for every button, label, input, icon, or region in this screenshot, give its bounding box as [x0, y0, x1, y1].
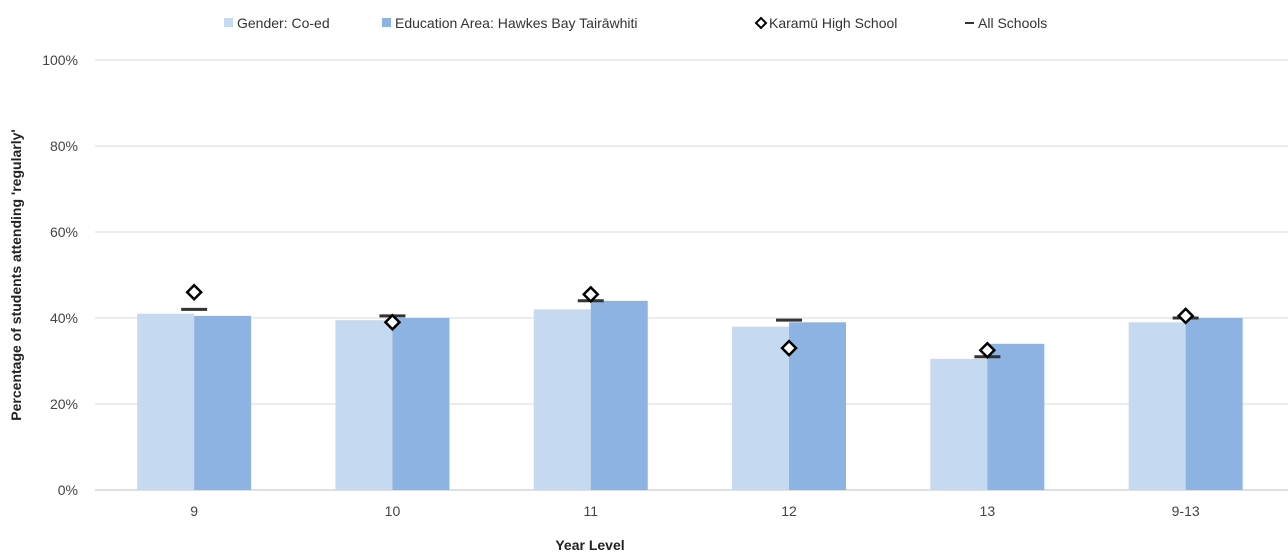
gridlines: [95, 59, 1288, 491]
bar-gender-coed: [930, 358, 988, 490]
legend-swatch: [382, 18, 391, 27]
legend: Gender: Co-ed Education Area: Hawkes Bay …: [224, 15, 1047, 31]
bars: [137, 300, 1243, 490]
bar-gender-coed: [335, 320, 393, 490]
marker-karamu-high-school: [185, 283, 203, 301]
y-tick-label: 40%: [50, 310, 78, 326]
marker-karamu-high-school: [978, 341, 997, 360]
marker-karamu-high-school: [581, 285, 600, 304]
x-tick-label: 12: [781, 503, 797, 519]
bar-education-area: [1185, 318, 1243, 490]
bar-gender-coed: [533, 309, 591, 490]
legend-label: Gender: Co-ed: [237, 15, 330, 31]
y-axis-ticks: 0% 20% 40% 60% 80% 100%: [42, 52, 78, 498]
bar-education-area: [194, 315, 252, 490]
x-tick-label: 9: [190, 503, 198, 519]
legend-label: All Schools: [978, 15, 1047, 31]
bar-education-area: [392, 318, 450, 490]
bar-education-area: [590, 300, 648, 490]
y-axis-title: Percentage of students attending 'regula…: [8, 129, 24, 420]
x-tick-label: 11: [583, 503, 598, 519]
y-tick-label: 80%: [50, 138, 78, 154]
x-tick-label: 13: [980, 503, 996, 519]
legend-item: Karamū High School: [754, 15, 897, 31]
legend-item: Gender: Co-ed: [224, 15, 330, 31]
x-tick-label: 9-13: [1172, 503, 1200, 519]
marker-karamu-high-school: [383, 313, 402, 332]
bar-education-area: [789, 322, 847, 490]
y-tick-label: 60%: [50, 224, 78, 240]
x-axis-title: Year Level: [555, 537, 624, 553]
legend-item: Education Area: Hawkes Bay Tairāwhiti: [382, 15, 638, 31]
y-tick-label: 20%: [50, 396, 78, 412]
markers: [181, 283, 1199, 360]
legend-swatch: [754, 16, 768, 30]
marker-karamu-high-school: [780, 339, 798, 357]
y-tick-label: 100%: [42, 52, 78, 68]
marker-karamu-high-school: [1176, 307, 1195, 325]
x-axis-ticks: 9 10 11 12 13 9-13: [190, 503, 1200, 519]
bar-gender-coed: [137, 313, 195, 490]
legend-label: Education Area: Hawkes Bay Tairāwhiti: [395, 15, 638, 31]
bar-gender-coed: [732, 326, 790, 490]
legend-item: All Schools: [965, 15, 1047, 31]
x-tick-label: 10: [385, 503, 401, 519]
legend-swatch: [224, 18, 233, 27]
y-tick-label: 0%: [58, 482, 78, 498]
bar-education-area: [987, 343, 1045, 490]
legend-label: Karamū High School: [769, 15, 897, 31]
bar-gender-coed: [1128, 322, 1186, 490]
